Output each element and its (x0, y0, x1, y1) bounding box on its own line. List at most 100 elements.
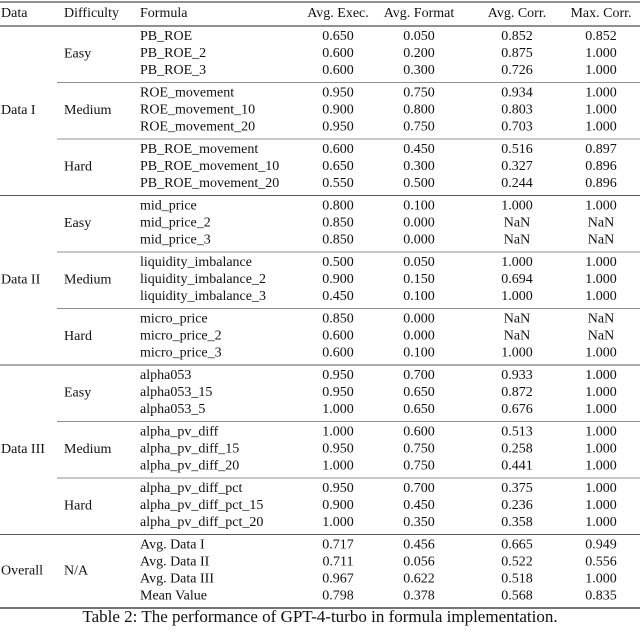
metric-value: 0.803 (501, 103, 533, 118)
metric-value: 0.897 (585, 142, 617, 157)
metric-value: 0.500 (403, 176, 435, 191)
metric-value: 0.949 (585, 538, 617, 553)
metric-value: 0.950 (322, 481, 354, 496)
caption: Table 2: The performance of GPT-4-turbo … (82, 607, 557, 626)
metric-value: 0.300 (403, 63, 435, 78)
formula-name: alpha_pv_diff_pct_20 (140, 515, 263, 530)
metric-value: 0.600 (322, 329, 354, 344)
metric-value: 0.726 (501, 63, 533, 78)
metric-value: 0.850 (322, 312, 354, 327)
metric-value: 0.600 (322, 142, 354, 157)
metric-value: 0.100 (403, 289, 435, 304)
metric-value: 0.850 (322, 216, 354, 231)
metric-value: 0.750 (403, 459, 435, 474)
formula-name: mid_price_2 (140, 216, 211, 231)
formula-name: liquidity_imbalance (140, 255, 252, 270)
metric-value: 0.900 (322, 103, 354, 118)
metric-value: 0.650 (403, 385, 435, 400)
formula-name: ROE_movement_20 (140, 120, 255, 135)
formula-name: mid_price_3 (140, 233, 211, 248)
metric-value: 0.522 (501, 555, 533, 570)
metric-value: 0.967 (322, 572, 354, 587)
metric-value: 0.050 (403, 255, 435, 270)
metric-value: 1.000 (585, 402, 617, 417)
column-header: Avg. Exec. (307, 6, 369, 21)
formula-name: PB_ROE_2 (140, 46, 206, 61)
metric-value: 1.000 (585, 515, 617, 530)
difficulty-label: Easy (64, 385, 91, 400)
difficulty-label: N/A (64, 563, 89, 578)
formula-name: alpha_pv_diff_pct_15 (140, 498, 263, 513)
metric-value: 0.100 (403, 199, 435, 214)
formula-name: ROE_movement (140, 86, 234, 101)
metric-value: 1.000 (585, 425, 617, 440)
metric-value: 0.150 (403, 272, 435, 287)
formula-name: PB_ROE_movement_10 (140, 159, 279, 174)
metric-value: NaN (588, 216, 614, 231)
metric-value: 0.375 (501, 481, 533, 496)
difficulty-label: Medium (64, 442, 112, 457)
metric-value: 0.850 (322, 233, 354, 248)
metric-value: 0.703 (501, 120, 533, 135)
metric-value: 0.600 (403, 425, 435, 440)
metric-value: 1.000 (585, 103, 617, 118)
difficulty-label: Hard (64, 159, 92, 174)
formula-name: Avg. Data III (140, 572, 214, 587)
metric-value: 0.550 (322, 176, 354, 191)
metric-value: 0.500 (322, 255, 354, 270)
metric-value: 1.000 (501, 255, 533, 270)
metric-value: 0.950 (322, 368, 354, 383)
metric-value: 1.000 (585, 481, 617, 496)
column-header: Formula (140, 6, 188, 21)
metric-value: 0.244 (501, 176, 533, 191)
metric-value: 0.568 (501, 589, 533, 604)
metric-value: 1.000 (585, 46, 617, 61)
metric-value: 0.750 (403, 86, 435, 101)
data-label: Data I (1, 103, 36, 118)
formula-name: micro_price (140, 312, 208, 327)
formula-name: alpha_pv_diff_15 (140, 442, 239, 457)
metric-value: 1.000 (585, 272, 617, 287)
metric-value: 0.950 (322, 120, 354, 135)
metric-value: 0.872 (501, 385, 533, 400)
metric-value: 1.000 (322, 515, 354, 530)
metric-value: 1.000 (585, 199, 617, 214)
formula-name: PB_ROE_3 (140, 63, 206, 78)
metric-value: 1.000 (501, 289, 533, 304)
formula-name: alpha053_15 (140, 385, 212, 400)
metric-value: 0.600 (322, 63, 354, 78)
metric-value: 1.000 (585, 572, 617, 587)
metric-value: 0.450 (322, 289, 354, 304)
formula-name: PB_ROE_movement (140, 142, 258, 157)
metric-value: 0.378 (403, 589, 435, 604)
metric-value: 0.000 (403, 329, 435, 344)
formula-name: PB_ROE_movement_20 (140, 176, 279, 191)
formula-name: alpha_pv_diff_20 (140, 459, 239, 474)
metric-value: 0.852 (501, 29, 533, 44)
metric-value: 0.327 (501, 159, 533, 174)
metric-value: 1.000 (585, 346, 617, 361)
metric-value: 1.000 (585, 368, 617, 383)
metric-value: 0.600 (322, 346, 354, 361)
metric-value: 0.600 (322, 46, 354, 61)
metric-value: 0.516 (501, 142, 533, 157)
difficulty-label: Easy (64, 216, 91, 231)
metric-value: 0.676 (501, 402, 533, 417)
difficulty-label: Medium (64, 272, 112, 287)
metric-value: 0.050 (403, 29, 435, 44)
metric-value: 0.934 (501, 86, 533, 101)
metric-value: 1.000 (585, 385, 617, 400)
formula-name: ROE_movement_10 (140, 103, 255, 118)
metric-value: 0.236 (501, 498, 533, 513)
metric-value: 0.650 (322, 159, 354, 174)
metric-value: NaN (588, 329, 614, 344)
data-label: Data III (1, 442, 45, 457)
metric-value: 0.056 (403, 555, 435, 570)
column-header: Max. Corr. (570, 6, 631, 21)
metric-value: 0.875 (501, 46, 533, 61)
data-label: Overall (1, 563, 43, 578)
metric-value: 0.000 (403, 312, 435, 327)
metric-value: 0.441 (501, 459, 533, 474)
formula-name: alpha053 (140, 368, 191, 383)
metric-value: 0.950 (322, 442, 354, 457)
